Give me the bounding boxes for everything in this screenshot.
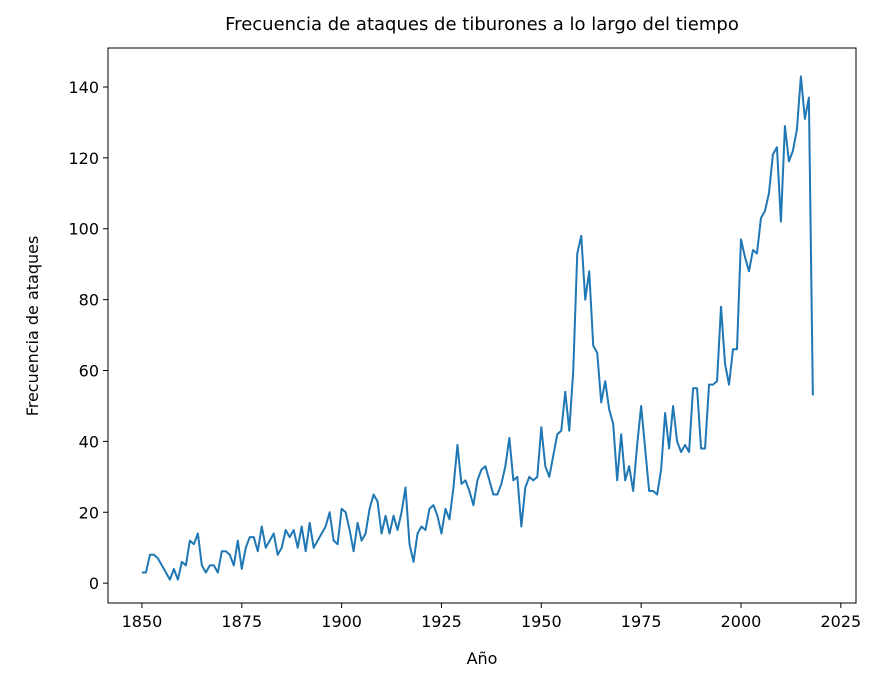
x-tick-label: 1950 [521,612,562,631]
data-line [141,75,814,581]
x-axis-label: Año [467,649,498,668]
x-tick-label: 2025 [820,612,861,631]
x-tick-label: 2000 [721,612,762,631]
plot-frame [107,47,857,604]
y-tick-label: 80 [79,291,99,310]
y-tick-label: 40 [79,432,99,451]
x-tick-label: 1900 [321,612,362,631]
y-tick-label: 20 [79,503,99,522]
y-tick-label: 60 [79,362,99,381]
x-tick-label: 1850 [122,612,163,631]
chart-title: Frecuencia de ataques de tiburones a lo … [225,14,739,35]
y-tick-label: 120 [68,149,99,168]
y-tick-label: 0 [89,574,99,593]
x-tick-label: 1875 [221,612,262,631]
x-tick-label: 1975 [621,612,662,631]
x-tick-label: 1925 [421,612,462,631]
y-tick-label: 100 [68,220,99,239]
y-axis-label: Frecuencia de ataques [23,236,42,417]
y-tick-label: 140 [68,78,99,97]
